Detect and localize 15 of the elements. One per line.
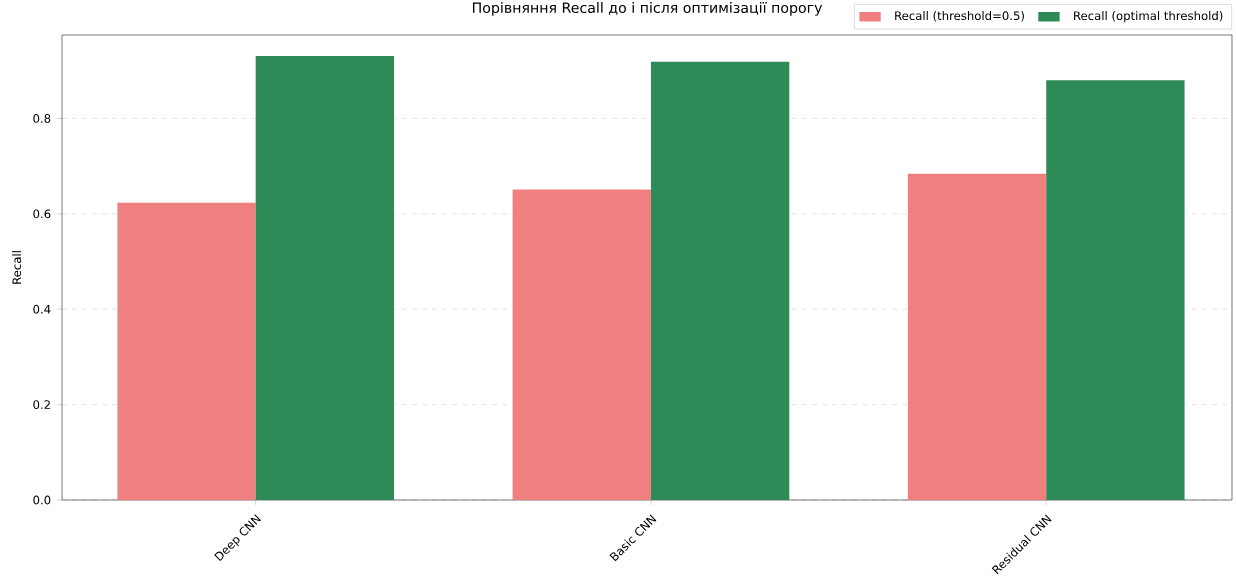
y-tick-label: 0.8 [33, 114, 51, 123]
bar [255, 55, 395, 500]
legend-label: Recall (threshold=0.5) [895, 11, 1024, 22]
chart-title: Порівняння Recall до і після оптимізації порогу [472, 2, 823, 16]
bar [117, 202, 256, 500]
y-tick-label: 0.0 [33, 495, 51, 505]
legend-label: Recall (optimal threshold) [1074, 11, 1223, 23]
y-tick-label: 0.2 [33, 400, 50, 410]
bar [650, 61, 790, 500]
y-tick-label: 0.4 [33, 304, 51, 314]
bar [907, 173, 1047, 500]
y-tick-label: 0.6 [33, 209, 51, 219]
y-axis-title: Recall [12, 251, 22, 284]
bar [1046, 80, 1185, 500]
bar [512, 189, 651, 500]
